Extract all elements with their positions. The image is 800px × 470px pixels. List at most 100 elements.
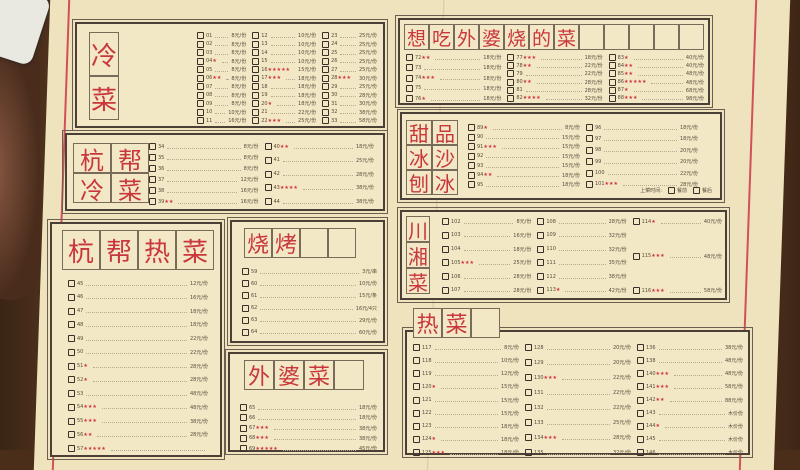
order-checkbox[interactable] — [322, 57, 330, 65]
order-checkbox[interactable] — [264, 198, 272, 205]
order-checkbox[interactable] — [242, 316, 249, 324]
order-checkbox[interactable] — [68, 445, 75, 452]
menu-item[interactable]: 73 18元/份 — [406, 64, 501, 72]
menu-item[interactable]: 41 25元/份 — [264, 156, 374, 164]
order-checkbox[interactable] — [413, 435, 420, 443]
order-checkbox[interactable] — [507, 54, 515, 61]
order-checkbox[interactable] — [252, 40, 260, 48]
order-checkbox[interactable] — [68, 417, 75, 425]
order-checkbox[interactable] — [637, 422, 644, 430]
menu-item[interactable]: 27 25元/份 — [322, 66, 377, 73]
order-checkbox[interactable] — [525, 449, 532, 456]
menu-item[interactable]: 60 10元/份 — [242, 280, 377, 288]
menu-item[interactable]: 140 ★★★ 48元/份 — [637, 370, 743, 378]
menu-item[interactable]: 14 10元/份 — [252, 49, 316, 56]
order-checkbox[interactable] — [149, 198, 156, 205]
menu-item[interactable]: 118 10元/份 — [413, 357, 519, 365]
order-checkbox[interactable] — [608, 54, 616, 61]
menu-item[interactable]: 43 ★★★★ 38元/份 — [264, 184, 374, 192]
menu-item[interactable]: 110 32元/份 — [537, 245, 627, 253]
order-checkbox[interactable] — [413, 383, 420, 391]
menu-item[interactable]: 96 18元/份 — [586, 124, 698, 131]
menu-item[interactable]: 54 ★★★ 48元/份 — [68, 403, 208, 411]
order-checkbox[interactable] — [637, 357, 644, 365]
order-checkbox[interactable] — [537, 286, 545, 294]
menu-item[interactable]: 55 ★★★ 38元/份 — [68, 417, 208, 425]
menu-item[interactable]: 25 25元/份 — [322, 49, 377, 56]
order-checkbox[interactable] — [507, 62, 515, 70]
option-checkbox[interactable] — [692, 187, 700, 194]
menu-item[interactable]: 35 8元/份 — [149, 154, 259, 161]
menu-item[interactable]: 146 木价份 — [637, 449, 743, 456]
order-checkbox[interactable] — [252, 32, 260, 39]
order-checkbox[interactable] — [413, 422, 420, 430]
order-checkbox[interactable] — [637, 449, 644, 456]
menu-item[interactable]: 130 ★★★ 22元/份 — [525, 374, 631, 381]
order-checkbox[interactable] — [442, 259, 449, 267]
menu-item[interactable]: 88 ★★★ 98元/份 — [608, 94, 704, 102]
order-checkbox[interactable] — [468, 152, 475, 160]
order-checkbox[interactable] — [586, 169, 593, 177]
order-checkbox[interactable] — [637, 383, 644, 391]
menu-item[interactable]: 20 ★ 18元/份 — [252, 100, 316, 107]
order-checkbox[interactable] — [197, 91, 204, 99]
order-checkbox[interactable] — [442, 231, 449, 239]
order-checkbox[interactable] — [264, 170, 272, 178]
order-checkbox[interactable] — [149, 143, 156, 150]
menu-item[interactable]: 94 ★★ 18元/份 — [468, 171, 580, 179]
order-checkbox[interactable] — [608, 86, 616, 94]
order-checkbox[interactable] — [525, 344, 532, 351]
order-checkbox[interactable] — [507, 70, 515, 78]
order-checkbox[interactable] — [149, 176, 156, 183]
menu-item[interactable]: 11 16元/份 — [197, 117, 246, 124]
order-checkbox[interactable] — [240, 445, 247, 452]
menu-item[interactable]: 45 12元/份 — [68, 280, 208, 287]
menu-item[interactable]: 57 ★★★★★ — [68, 445, 208, 452]
menu-item[interactable]: 66 18元/份 — [240, 414, 377, 422]
menu-item[interactable]: 28 ★★★ 30元/份 — [322, 74, 377, 82]
menu-item[interactable]: 129 20元/份 — [525, 359, 631, 366]
order-checkbox[interactable] — [197, 32, 204, 39]
menu-item[interactable]: 78 ★★ 22元/份 — [507, 62, 603, 70]
order-checkbox[interactable] — [632, 287, 640, 294]
menu-item[interactable]: 141 ★★★ 58元/份 — [637, 383, 743, 391]
menu-item[interactable]: 107 28元/份 — [442, 286, 531, 294]
menu-item[interactable]: 124 ★ 18元/份 — [413, 435, 519, 443]
order-checkbox[interactable] — [197, 74, 204, 82]
menu-item[interactable]: 104 18元/份 — [442, 245, 531, 253]
menu-item[interactable]: 47 18元/份 — [68, 307, 208, 315]
order-checkbox[interactable] — [149, 187, 156, 194]
menu-item[interactable]: 02 8元/份 — [197, 40, 246, 48]
menu-item[interactable]: 39 ★★ 16元/份 — [149, 198, 259, 205]
order-checkbox[interactable] — [322, 108, 330, 116]
order-checkbox[interactable] — [197, 40, 204, 48]
order-checkbox[interactable] — [586, 135, 593, 143]
order-checkbox[interactable] — [240, 414, 247, 422]
menu-item[interactable]: 08 8元/份 — [197, 91, 246, 99]
order-checkbox[interactable] — [468, 124, 475, 131]
menu-item[interactable]: 72 ★★ 18元/份 — [406, 54, 501, 61]
order-checkbox[interactable] — [608, 62, 616, 70]
order-checkbox[interactable] — [537, 245, 545, 253]
menu-item[interactable]: 95 18元/份 — [468, 181, 580, 188]
order-checkbox[interactable] — [240, 404, 247, 411]
menu-item[interactable]: 56 ★★ 28元/份 — [68, 431, 208, 439]
menu-item[interactable]: 33 58元/份 — [322, 117, 377, 124]
order-checkbox[interactable] — [242, 268, 249, 275]
menu-item[interactable]: 18 18元/份 — [252, 83, 316, 90]
menu-item[interactable]: 145 木价份 — [637, 435, 743, 443]
order-checkbox[interactable] — [264, 156, 272, 164]
order-checkbox[interactable] — [68, 307, 75, 315]
menu-item[interactable]: 19 18元/份 — [252, 91, 316, 99]
menu-item[interactable]: 111 35元/份 — [537, 259, 627, 267]
menu-item[interactable]: 85 ★★ 48元/份 — [608, 70, 704, 78]
order-checkbox[interactable] — [252, 66, 260, 73]
order-checkbox[interactable] — [252, 49, 260, 56]
menu-item[interactable]: 38 16元/份 — [149, 187, 259, 194]
order-checkbox[interactable] — [197, 83, 204, 90]
menu-item[interactable]: 90 15元/份 — [468, 133, 580, 141]
order-checkbox[interactable] — [608, 78, 616, 86]
order-checkbox[interactable] — [406, 84, 413, 92]
menu-item[interactable]: 100 22元/份 — [586, 169, 698, 177]
menu-item[interactable]: 04 ★ 8元/份 — [197, 57, 246, 65]
